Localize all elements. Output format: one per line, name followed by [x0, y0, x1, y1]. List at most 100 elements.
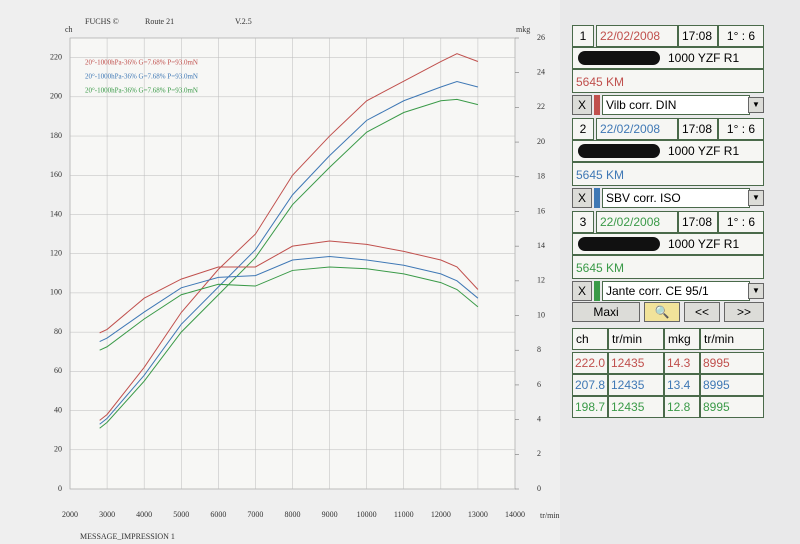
- run-km: 5645 KM: [572, 255, 764, 279]
- redaction-blob: [578, 51, 660, 65]
- x-tick-label: 14000: [505, 510, 525, 519]
- y2-tick-label: 4: [537, 414, 541, 423]
- y2-tick-label: 10: [537, 310, 545, 319]
- x-tick-label: 5000: [173, 510, 189, 519]
- run-number: 3: [572, 211, 594, 233]
- run-model: 1000 YZF R1: [668, 51, 740, 65]
- redaction-blob: [578, 237, 660, 251]
- run-time: 17:08: [678, 211, 718, 233]
- table-cell: 198.7: [572, 396, 608, 418]
- run-date: 22/02/2008: [596, 25, 678, 47]
- x-axis-label: tr/min: [540, 511, 560, 520]
- x-tick-label: 6000: [210, 510, 226, 519]
- version: V.2.5: [235, 17, 252, 26]
- y2-tick-label: 2: [537, 449, 541, 458]
- table-cell: 12435: [608, 352, 664, 374]
- next-button[interactable]: >>: [724, 302, 764, 322]
- run-ratio: 1° : 6: [718, 211, 764, 233]
- y2-tick-label: 18: [537, 172, 545, 181]
- run-model: 1000 YZF R1: [668, 144, 740, 158]
- y-tick-label: 200: [50, 92, 62, 101]
- x-tick-label: 12000: [431, 510, 451, 519]
- y2-tick-label: 16: [537, 206, 545, 215]
- legend-entry: 20°-1000hPa-36% G=7.68% P=93.0mN: [85, 87, 198, 95]
- table-cell: 13.4: [664, 374, 700, 396]
- run-time: 17:08: [678, 25, 718, 47]
- run-date: 22/02/2008: [596, 211, 678, 233]
- footer: MESSAGE_IMPRESSION 1: [80, 532, 175, 541]
- y-tick-label: 40: [54, 405, 62, 414]
- table-header: ch: [572, 328, 608, 350]
- run-km: 5645 KM: [572, 162, 764, 186]
- run-ratio: 1° : 6: [718, 25, 764, 47]
- run-color: [594, 281, 600, 301]
- prev-button[interactable]: <<: [684, 302, 720, 322]
- search-button[interactable]: 🔍: [644, 302, 680, 322]
- x-tick-label: 9000: [322, 510, 338, 519]
- brand: FUCHS ©: [85, 17, 119, 26]
- y-tick-label: 60: [54, 366, 62, 375]
- x-tick-label: 7000: [247, 510, 263, 519]
- x-tick-label: 11000: [394, 510, 414, 519]
- y-tick-label: 80: [54, 327, 62, 336]
- maxi-button[interactable]: Maxi: [572, 302, 640, 322]
- run-number: 1: [572, 25, 594, 47]
- y-axis-label: ch: [65, 25, 73, 34]
- redaction-blob: [578, 144, 660, 158]
- y-tick-label: 160: [50, 170, 62, 179]
- series-line: [99, 53, 479, 421]
- table-cell: 207.8: [572, 374, 608, 396]
- close-button[interactable]: X: [572, 188, 592, 208]
- y2-tick-label: 0: [537, 484, 541, 493]
- table-cell: 12435: [608, 374, 664, 396]
- run-color: [594, 95, 600, 115]
- table-cell: 8995: [700, 374, 764, 396]
- correction-select[interactable]: Jante corr. CE 95/1: [602, 281, 750, 301]
- y2-tick-label: 12: [537, 276, 545, 285]
- y-tick-label: 140: [50, 209, 62, 218]
- close-button[interactable]: X: [572, 95, 592, 115]
- series-line: [99, 81, 479, 425]
- y2-axis-label: mkg: [516, 25, 530, 34]
- x-tick-label: 13000: [468, 510, 488, 519]
- dropdown-arrow[interactable]: ▼: [748, 283, 764, 299]
- close-button[interactable]: X: [572, 281, 592, 301]
- y2-tick-label: 20: [537, 137, 545, 146]
- run-model: 1000 YZF R1: [668, 237, 740, 251]
- x-tick-label: 10000: [357, 510, 377, 519]
- dropdown-arrow[interactable]: ▼: [748, 97, 764, 113]
- route: Route 21: [145, 17, 174, 26]
- y-tick-label: 180: [50, 131, 62, 140]
- chart: FUCHS © Route 21 V.2.5 ch mkg tr/min MES…: [50, 16, 560, 541]
- table-cell: 12435: [608, 396, 664, 418]
- legend-entry: 20°-1000hPa-36% G=7.68% P=93.0mN: [85, 59, 198, 67]
- y-tick-label: 120: [50, 249, 62, 258]
- y2-tick-label: 8: [537, 345, 541, 354]
- run-ratio: 1° : 6: [718, 118, 764, 140]
- table-header: tr/min: [608, 328, 664, 350]
- correction-select[interactable]: Vilb corr. DIN: [602, 95, 750, 115]
- y-tick-label: 0: [58, 484, 62, 493]
- y2-tick-label: 26: [537, 33, 545, 42]
- table-cell: 222.0: [572, 352, 608, 374]
- run-color: [594, 188, 600, 208]
- correction-select[interactable]: SBV corr. ISO: [602, 188, 750, 208]
- x-tick-label: 8000: [285, 510, 301, 519]
- x-tick-label: 2000: [62, 510, 78, 519]
- legend-entry: 20°-1000hPa-36% G=7.68% P=93.0mN: [85, 73, 198, 81]
- table-header: tr/min: [700, 328, 764, 350]
- y-tick-label: 100: [50, 288, 62, 297]
- y2-tick-label: 24: [537, 68, 545, 77]
- y2-tick-label: 22: [537, 102, 545, 111]
- table-header: mkg: [664, 328, 700, 350]
- series-line: [99, 98, 479, 429]
- y-tick-label: 220: [50, 52, 62, 61]
- y2-tick-label: 6: [537, 380, 541, 389]
- x-tick-label: 4000: [136, 510, 152, 519]
- dropdown-arrow[interactable]: ▼: [748, 190, 764, 206]
- y2-tick-label: 14: [537, 241, 545, 250]
- x-tick-label: 3000: [99, 510, 115, 519]
- table-cell: 8995: [700, 352, 764, 374]
- table-cell: 8995: [700, 396, 764, 418]
